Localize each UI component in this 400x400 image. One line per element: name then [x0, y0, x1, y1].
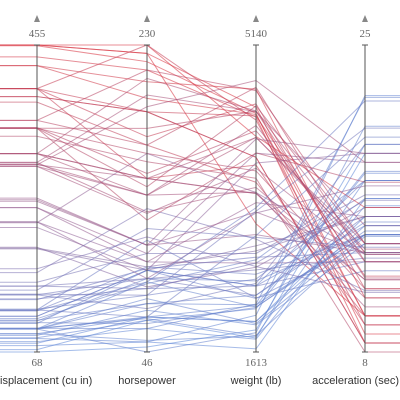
axis-label: weight (lb) [230, 375, 282, 387]
axis-label: isplacement (cu in) [0, 375, 92, 387]
data-line [0, 185, 400, 280]
axis-handle [253, 15, 259, 22]
data-line [0, 236, 400, 293]
tick-label: 1613 [245, 357, 268, 369]
data-line [0, 221, 400, 321]
data-line [0, 136, 400, 245]
tick-label: 230 [139, 28, 156, 40]
data-line [0, 205, 400, 343]
data-line [0, 172, 400, 339]
axis-handle [362, 15, 368, 22]
axis-handle [34, 15, 40, 22]
lines [0, 44, 400, 353]
data-line [0, 234, 400, 330]
data-line [0, 207, 400, 292]
data-line [0, 225, 400, 335]
tick-label: 8 [362, 357, 368, 369]
data-line [0, 230, 400, 325]
data-line [0, 88, 400, 326]
data-line [0, 198, 400, 350]
tick-label: 68 [32, 357, 44, 369]
tick-label: 46 [142, 357, 154, 369]
data-line [0, 44, 400, 326]
data-line [0, 95, 400, 343]
data-line [0, 44, 400, 209]
tick-label: 5140 [245, 28, 268, 40]
data-line [0, 235, 400, 337]
data-line [0, 77, 400, 254]
data-line [0, 96, 400, 344]
axis-handle [144, 15, 150, 22]
data-line [0, 65, 400, 299]
data-line [0, 105, 400, 245]
data-line [0, 138, 400, 246]
data-line [0, 135, 400, 353]
tick-label: 455 [29, 28, 46, 40]
data-line [0, 165, 400, 255]
data-line [0, 197, 400, 254]
data-line [0, 136, 400, 318]
data-line [0, 45, 400, 335]
axis-label: acceleration (sec) [312, 375, 399, 387]
data-line [0, 127, 400, 296]
data-line [0, 243, 400, 336]
tick-label: 25 [360, 28, 372, 40]
data-line [0, 100, 400, 312]
data-line [0, 86, 400, 263]
axis-label: horsepower [118, 375, 176, 387]
data-line [0, 221, 400, 264]
data-line [0, 143, 400, 310]
data-line [0, 202, 400, 263]
data-line [0, 228, 400, 291]
